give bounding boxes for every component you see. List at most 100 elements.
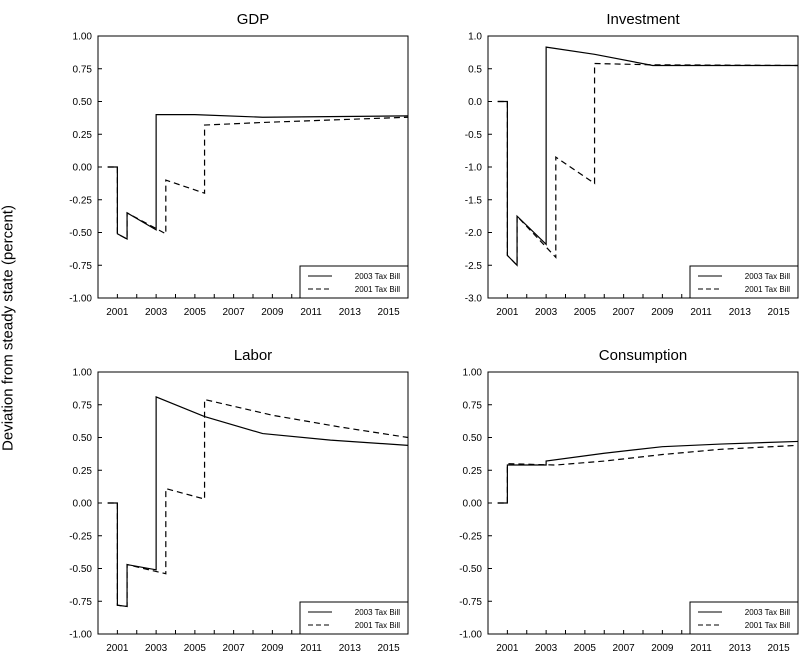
x-tick-label: 2013 (729, 643, 752, 654)
legend-box (299, 601, 409, 635)
x-tick-label: 2009 (261, 643, 284, 654)
chart-gdp: GDP 1.00 0.75 0.50 0.25 0.00 -0.25 -0.50 -0.75 -1… (69, 11, 409, 318)
plot-frame (97, 371, 409, 635)
series-line-2001-tax-bill (497, 444, 799, 504)
series-line-2001-tax-bill (497, 62, 799, 267)
y-tick-label: 0.5 (468, 64, 482, 75)
series-line-2003-tax-bill (497, 440, 799, 504)
y-tick-label: 0.50 (73, 97, 93, 108)
x-tick-label: 2003 (535, 307, 558, 318)
x-tick-label: 2011 (690, 307, 712, 318)
y-tick-label: -1.00 (459, 630, 482, 641)
chart-consumption: Consumption 1.00 0.75 0.50 0.25 0.00 -0.25 -0.5… (459, 347, 799, 654)
y-tick-label: -1.5 (465, 195, 483, 206)
x-tick-label: 2001 (496, 643, 519, 654)
x-tick-label: 2007 (613, 307, 636, 318)
y-tick-label: 1.00 (463, 368, 483, 379)
series-line-2001-tax-bill (107, 398, 409, 608)
y-tick-label: 0.25 (73, 466, 93, 477)
y-tick-label: -3.0 (465, 294, 483, 305)
legend: 2003 Tax Bill 2001 Tax Bill (299, 601, 409, 635)
x-tick-label: 2005 (574, 643, 597, 654)
series-line-2003-tax-bill (107, 395, 409, 608)
x-tick-label: 2001 (496, 307, 519, 318)
x-tick-label: 2003 (145, 307, 168, 318)
x-tick-label: 2015 (768, 307, 791, 318)
series-line-2003-tax-bill (497, 46, 798, 267)
y-tick-label: 0.25 (73, 130, 93, 141)
plot-frame (97, 35, 409, 299)
series-line-2001-tax-bill (107, 116, 409, 241)
x-tick-label: 2013 (339, 643, 362, 654)
chart-title: GDP (237, 11, 270, 28)
y-tick-label: 0.50 (73, 433, 93, 444)
x-tick-label: 2009 (651, 643, 674, 654)
y-tick-label: -2.5 (465, 261, 483, 272)
x-tick-label: 2009 (651, 307, 674, 318)
x-tick-label: 2007 (223, 307, 246, 318)
x-tick-label: 2013 (729, 307, 752, 318)
y-tick-label: -0.75 (459, 597, 482, 608)
legend: 2003 Tax Bill 2001 Tax Bill (689, 601, 799, 635)
legend-label: 2003 Tax Bill (355, 272, 400, 281)
y-tick-label: -0.50 (69, 564, 92, 575)
y-tick-label: 0.75 (73, 400, 93, 411)
x-tick-label: 2011 (300, 307, 322, 318)
y-tick-label: -1.00 (69, 294, 92, 305)
x-tick-label: 2007 (223, 643, 246, 654)
y-tick-label: 0.00 (73, 163, 93, 174)
y-tick-label: 1.0 (468, 32, 482, 43)
y-tick-label: 0.50 (463, 433, 483, 444)
legend-label: 2001 Tax Bill (745, 621, 790, 630)
y-tick-label: 0.00 (463, 499, 483, 510)
y-tick-label: -2.0 (465, 228, 483, 239)
y-tick-label: 0.75 (73, 64, 93, 75)
y-tick-label: -0.50 (69, 228, 92, 239)
chart-title: Investment (606, 11, 680, 28)
y-tick-label: 0.00 (73, 499, 93, 510)
legend: 2003 Tax Bill 2001 Tax Bill (299, 265, 409, 299)
y-tick-label: 0.25 (463, 466, 483, 477)
x-tick-label: 2005 (574, 307, 597, 318)
legend-label: 2003 Tax Bill (355, 608, 400, 617)
chart-title: Labor (234, 347, 272, 364)
y-tick-label: 0.75 (463, 400, 483, 411)
legend-box (689, 265, 799, 299)
legend-label: 2001 Tax Bill (355, 285, 400, 294)
chart-title: Consumption (599, 347, 687, 364)
legend-label: 2003 Tax Bill (745, 608, 790, 617)
y-tick-label: -0.5 (465, 130, 483, 141)
y-tick-label: -0.25 (69, 195, 92, 206)
y-tick-label: 0.0 (468, 97, 482, 108)
legend-label: 2001 Tax Bill (745, 285, 790, 294)
legend-label: 2001 Tax Bill (355, 621, 400, 630)
x-tick-label: 2005 (184, 307, 207, 318)
x-tick-label: 2001 (106, 643, 129, 654)
x-tick-label: 2009 (261, 307, 284, 318)
x-tick-label: 2015 (378, 307, 401, 318)
x-tick-label: 2011 (300, 643, 322, 654)
x-tick-label: 2013 (339, 307, 362, 318)
y-tick-label: -0.25 (459, 531, 482, 542)
y-tick-label: -1.0 (465, 163, 483, 174)
x-tick-label: 2005 (184, 643, 207, 654)
y-tick-label: -0.25 (69, 531, 92, 542)
legend-box (299, 265, 409, 299)
plot-frame (487, 371, 799, 635)
legend-box (689, 601, 799, 635)
chart-investment: Investment 1.0 0.5 0.0 -0.5 -1.0 -1.5 -2.0 -2.5 -… (465, 11, 799, 318)
y-tick-label: -0.75 (69, 597, 92, 608)
y-tick-label: -1.00 (69, 630, 92, 641)
x-tick-label: 2007 (613, 643, 636, 654)
x-tick-label: 2003 (145, 643, 168, 654)
y-tick-label: -0.75 (69, 261, 92, 272)
series-line-2003-tax-bill (107, 114, 409, 241)
chart-labor: Labor 1.00 0.75 0.50 0.25 0.00 -0.25 -0.50 -0.75… (69, 347, 409, 654)
x-tick-label: 2003 (535, 643, 558, 654)
y-tick-label: -0.50 (459, 564, 482, 575)
x-tick-label: 2015 (768, 643, 791, 654)
y-tick-label: 1.00 (73, 32, 93, 43)
x-tick-label: 2015 (378, 643, 401, 654)
y-tick-label: 1.00 (73, 368, 93, 379)
